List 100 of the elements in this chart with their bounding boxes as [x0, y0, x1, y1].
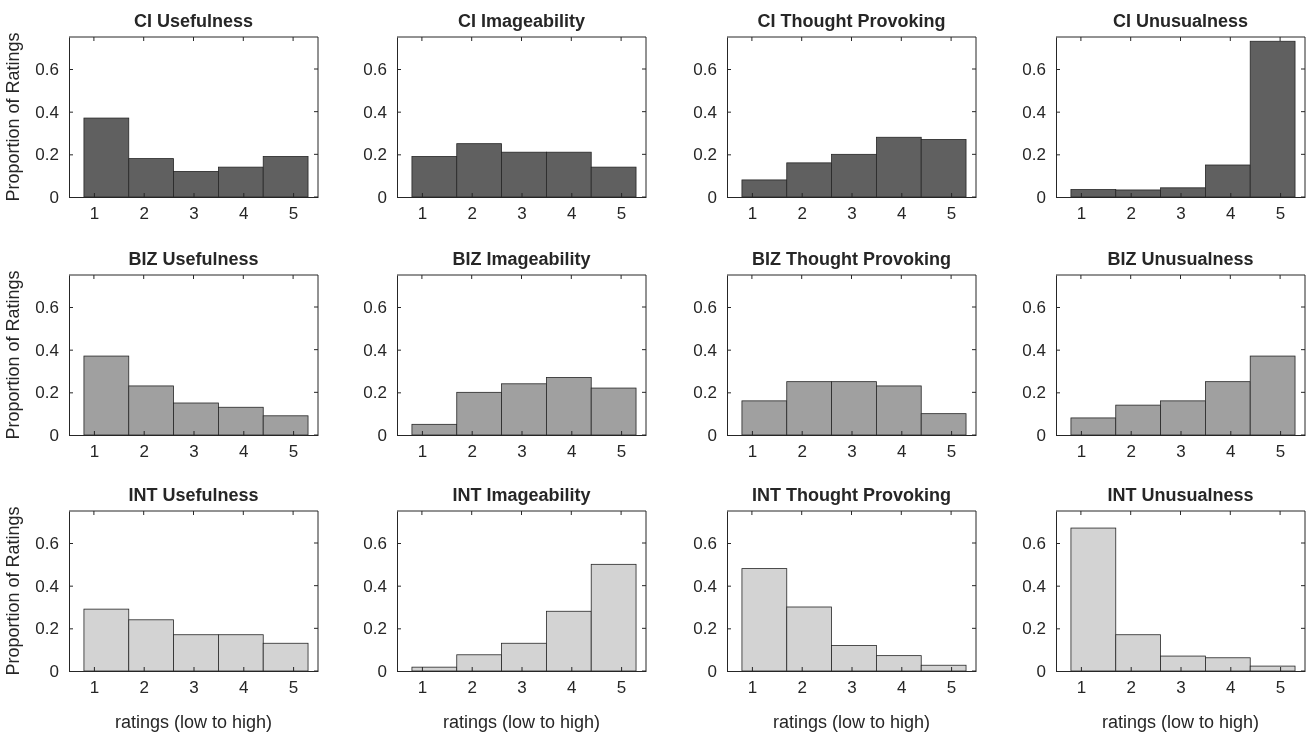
- x-tick-label: 3: [189, 442, 199, 462]
- y-axis-title: Proportion of Ratings: [3, 506, 23, 676]
- x-tick-label: 3: [1176, 204, 1186, 224]
- y-tick-label: 0.6: [1022, 533, 1046, 553]
- y-tick-label: 0: [1036, 425, 1046, 445]
- x-tick-label: 4: [239, 204, 249, 224]
- x-tick-label: 3: [517, 204, 527, 224]
- chart-title: BIZ Unusualness: [1107, 249, 1254, 269]
- x-tick-label: 1: [417, 442, 428, 462]
- y-tick-label: 0.6: [693, 533, 717, 553]
- x-tick-label: 3: [847, 678, 857, 698]
- x-tick-label: 1: [417, 678, 428, 698]
- x-tick-label: 2: [467, 442, 477, 462]
- y-tick-label: 0.6: [363, 59, 387, 79]
- y-axis-title: Proportion of Ratings: [3, 270, 23, 440]
- x-tick-label: 5: [1275, 678, 1286, 698]
- x-tick-label: 4: [897, 204, 907, 224]
- y-tick-label: 0: [707, 661, 717, 681]
- y-tick-label: 0.6: [35, 297, 59, 317]
- x-tick-label: 2: [139, 442, 149, 462]
- x-tick-label: 5: [288, 442, 299, 462]
- x-tick-label: 4: [567, 678, 577, 698]
- y-tick-label: 0.4: [1022, 340, 1046, 360]
- x-tick-label: 1: [1076, 204, 1087, 224]
- x-axis-title: ratings (low to high): [442, 712, 601, 732]
- y-tick-label: 0: [707, 425, 717, 445]
- y-tick-label: 0.2: [693, 145, 717, 165]
- chart-title: BIZ Imageability: [452, 249, 591, 269]
- x-tick-label: 3: [1176, 442, 1186, 462]
- y-tick-label: 0.6: [363, 297, 387, 317]
- x-tick-label: 5: [946, 678, 957, 698]
- y-tick-label: 0: [49, 425, 59, 445]
- x-tick-label: 2: [467, 204, 477, 224]
- y-tick-label: 0: [49, 661, 59, 681]
- chart-title: CI Usefulness: [133, 11, 254, 31]
- y-tick-label: 0: [1036, 187, 1046, 207]
- y-tick-label: 0.4: [363, 102, 387, 122]
- x-tick-label: 4: [897, 678, 907, 698]
- y-tick-label: 0.2: [35, 383, 59, 403]
- y-tick-label: 0.4: [363, 576, 387, 596]
- x-tick-label: 4: [239, 678, 249, 698]
- y-tick-label: 0: [377, 187, 387, 207]
- x-tick-label: 2: [797, 678, 807, 698]
- x-tick-label: 1: [1076, 678, 1087, 698]
- chart-title: INT Imageability: [452, 485, 591, 505]
- x-tick-label: 5: [616, 442, 627, 462]
- y-tick-label: 0.2: [363, 383, 387, 403]
- x-tick-label: 3: [1176, 678, 1186, 698]
- y-tick-label: 0.6: [35, 533, 59, 553]
- x-tick-label: 2: [797, 442, 807, 462]
- x-axis-title: ratings (low to high): [772, 712, 931, 732]
- x-tick-label: 2: [797, 204, 807, 224]
- chart-title: INT Unusualness: [1107, 485, 1254, 505]
- y-tick-label: 0.4: [1022, 576, 1046, 596]
- x-tick-label: 5: [616, 678, 627, 698]
- y-tick-label: 0.4: [693, 102, 717, 122]
- x-tick-label: 1: [89, 204, 100, 224]
- x-tick-label: 4: [567, 442, 577, 462]
- x-tick-label: 5: [946, 442, 957, 462]
- x-tick-label: 2: [1126, 442, 1136, 462]
- y-tick-label: 0: [1036, 661, 1046, 681]
- y-tick-label: 0.2: [363, 145, 387, 165]
- chart-title: BIZ Usefulness: [128, 249, 259, 269]
- y-tick-label: 0: [377, 425, 387, 445]
- x-axis-title: ratings (low to high): [1101, 712, 1260, 732]
- x-tick-label: 1: [417, 204, 428, 224]
- y-tick-label: 0.6: [35, 59, 59, 79]
- y-tick-label: 0.4: [363, 340, 387, 360]
- y-tick-label: 0.2: [1022, 383, 1046, 403]
- y-tick-label: 0.6: [1022, 59, 1046, 79]
- y-tick-label: 0.4: [35, 576, 59, 596]
- x-tick-label: 3: [517, 678, 527, 698]
- x-tick-label: 4: [1226, 678, 1236, 698]
- y-tick-label: 0.2: [1022, 619, 1046, 639]
- x-tick-label: 1: [747, 678, 758, 698]
- x-tick-label: 5: [946, 204, 957, 224]
- x-tick-label: 5: [1275, 442, 1286, 462]
- y-tick-label: 0.6: [1022, 297, 1046, 317]
- x-tick-label: 3: [189, 204, 199, 224]
- y-tick-label: 0.4: [693, 576, 717, 596]
- x-tick-label: 2: [467, 678, 477, 698]
- x-tick-label: 2: [1126, 204, 1136, 224]
- y-tick-label: 0.4: [693, 340, 717, 360]
- y-tick-label: 0.2: [1022, 145, 1046, 165]
- x-tick-label: 3: [517, 442, 527, 462]
- y-tick-label: 0.6: [363, 533, 387, 553]
- chart-title: INT Usefulness: [128, 485, 259, 505]
- y-tick-label: 0.6: [693, 59, 717, 79]
- x-tick-label: 4: [239, 442, 249, 462]
- x-tick-label: 5: [616, 204, 627, 224]
- x-tick-label: 2: [139, 204, 149, 224]
- chart-title: CI Unusualness: [1112, 11, 1249, 31]
- y-tick-label: 0: [707, 187, 717, 207]
- x-tick-label: 3: [189, 678, 199, 698]
- x-tick-label: 5: [1275, 204, 1286, 224]
- x-tick-label: 3: [847, 442, 857, 462]
- chart-title: CI Thought Provoking: [757, 11, 946, 31]
- y-tick-label: 0.4: [35, 340, 59, 360]
- y-tick-label: 0: [49, 187, 59, 207]
- x-tick-label: 4: [897, 442, 907, 462]
